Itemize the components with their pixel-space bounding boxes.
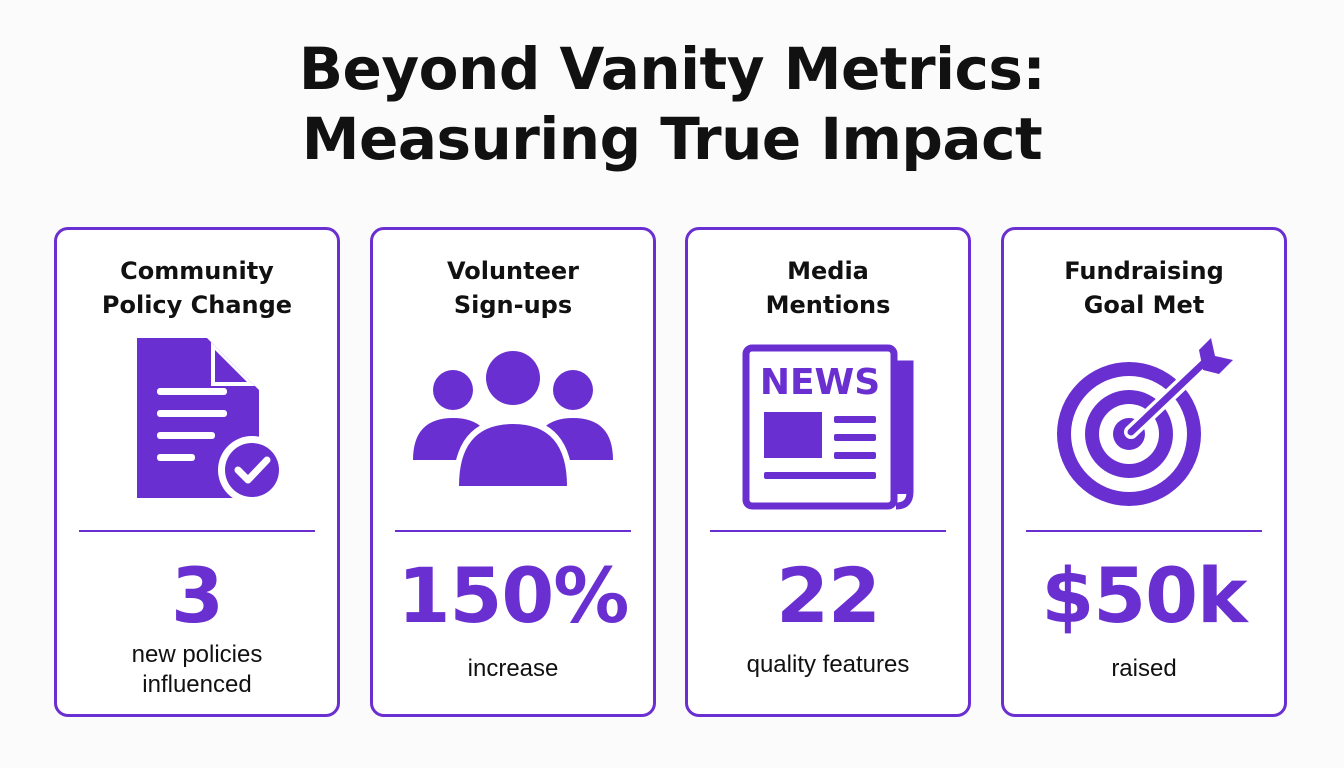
card-divider [1026, 530, 1262, 532]
metric-card-fundraising-goal: Fundraising Goal Met $50k raised [1001, 227, 1287, 717]
metric-description-line-1: raised [1111, 655, 1177, 682]
card-title-line-2: Goal Met [1083, 291, 1205, 319]
metric-description-line-1: increase [467, 655, 559, 682]
people-group-icon [413, 348, 613, 488]
metric-description: new policies influenced [57, 640, 337, 700]
metric-value: $50k [1041, 551, 1247, 640]
metric-card-volunteer-signups: Volunteer Sign-ups 150% increase [370, 227, 656, 717]
card-title-line-2: Mentions [765, 291, 891, 319]
document-check-icon [137, 338, 286, 504]
metric-description-line-1: quality features [746, 651, 910, 678]
newspaper-icon: NEWS [742, 344, 914, 510]
metric-description: quality features [688, 650, 968, 680]
card-title-line-2: Sign-ups [453, 291, 573, 319]
card-title-line-1: Fundraising [1064, 257, 1224, 285]
news-label: NEWS [760, 362, 880, 403]
card-title-line-1: Community [120, 257, 274, 285]
card-title: Community Policy Change [57, 254, 337, 322]
metric-value: 22 [776, 551, 881, 640]
card-title-line-1: Volunteer [446, 257, 579, 285]
target-arrow-icon [1057, 338, 1233, 506]
card-divider [79, 530, 315, 532]
metric-value: 150% [397, 551, 630, 640]
card-title: Media Mentions [688, 254, 968, 322]
card-title: Fundraising Goal Met [1004, 254, 1284, 322]
metric-value: 3 [171, 551, 224, 640]
metric-description-line-2: influenced [142, 671, 252, 698]
card-divider [395, 530, 631, 532]
page-title-line-1: Beyond Vanity Metrics: [298, 35, 1046, 103]
card-title: Volunteer Sign-ups [373, 254, 653, 322]
page-title: Beyond Vanity Metrics: Measuring True Im… [0, 34, 1344, 174]
metric-description: increase [373, 654, 653, 684]
metric-description-line-1: new policies [131, 641, 263, 668]
metric-description: raised [1004, 654, 1284, 684]
metric-card-media-mentions: Media Mentions NEWS 22 quality features [685, 227, 971, 717]
metric-card-policy-change: Community Policy Change 3 new policies i… [54, 227, 340, 717]
card-title-line-1: Media [787, 257, 869, 285]
page-title-line-2: Measuring True Impact [301, 105, 1043, 173]
card-divider [710, 530, 946, 532]
card-title-line-2: Policy Change [101, 291, 293, 319]
